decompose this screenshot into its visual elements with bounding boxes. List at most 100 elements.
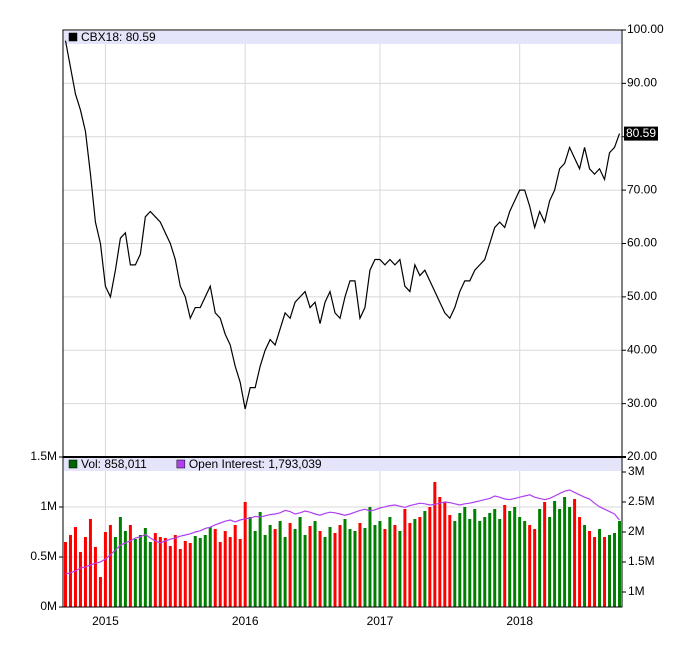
volume-bar <box>128 525 132 607</box>
volume-bar <box>143 528 147 607</box>
volume-bar <box>278 521 282 607</box>
volume-bar <box>533 529 537 607</box>
volume-bar <box>523 521 527 607</box>
volume-bar <box>373 525 377 607</box>
volume-bar <box>608 535 612 607</box>
y-tick-label: 20.00 <box>627 449 657 463</box>
y-tick-label: 90.00 <box>627 76 657 90</box>
volume-bar <box>293 529 297 607</box>
volume-bar <box>203 535 207 607</box>
volume-bar <box>388 517 392 607</box>
y-tick-label: 70.00 <box>627 182 657 196</box>
volume-bar <box>223 531 227 607</box>
volume-bar <box>488 513 492 607</box>
volume-bar <box>73 527 77 607</box>
volume-bar <box>273 529 277 607</box>
volume-bar <box>153 533 157 607</box>
volume-bar <box>98 577 102 607</box>
volume-bar <box>458 513 462 607</box>
volume-bar <box>248 517 252 607</box>
volume-bar <box>513 507 517 607</box>
legend-band <box>64 458 621 471</box>
volume-bar <box>553 501 557 607</box>
volume-bar <box>473 509 477 607</box>
volume-bar <box>173 535 177 607</box>
y-tick-label: 50.00 <box>627 289 657 303</box>
volume-bar <box>563 497 567 607</box>
y-tick-label: 100.00 <box>627 22 664 36</box>
volume-bar <box>103 532 107 607</box>
legend-label: CBX18: 80.59 <box>81 30 156 44</box>
volume-bar <box>263 535 267 607</box>
volume-bar <box>63 542 67 607</box>
volume-bar <box>88 519 92 607</box>
volume-bar <box>483 517 487 607</box>
volume-bar <box>413 519 417 607</box>
volume-bar <box>298 517 302 607</box>
y-tick-label: 0.5M <box>30 549 57 563</box>
volume-bar <box>503 505 507 607</box>
volume-bar <box>108 525 112 607</box>
volume-bar <box>453 521 457 607</box>
legend-swatch <box>68 459 78 469</box>
volume-bar <box>383 529 387 607</box>
legend-label: Open Interest: 1,793,039 <box>189 457 322 471</box>
x-tick-label: 2015 <box>92 614 119 628</box>
volume-bar <box>438 497 442 607</box>
volume-bar <box>303 535 307 607</box>
volume-bar <box>493 509 497 607</box>
volume-bar <box>498 519 502 607</box>
volume-bar <box>123 531 127 607</box>
volume-bar <box>93 547 97 607</box>
y2-tick-label: 2.5M <box>628 494 655 508</box>
y-tick-label: 60.00 <box>627 236 657 250</box>
volume-bar <box>178 549 182 607</box>
y-tick-label: 1M <box>40 499 57 513</box>
volume-bar <box>588 531 592 607</box>
volume-bar <box>268 525 272 607</box>
volume-bar <box>353 531 357 607</box>
volume-bar <box>573 499 577 607</box>
volume-bar <box>318 531 322 607</box>
legend-swatch <box>176 459 186 469</box>
x-tick-label: 2016 <box>232 614 259 628</box>
y-tick-label: 40.00 <box>627 342 657 356</box>
volume-bar <box>593 537 597 607</box>
y2-tick-label: 1.5M <box>628 554 655 568</box>
volume-bar <box>558 509 562 607</box>
volume-bar <box>118 517 122 607</box>
y2-tick-label: 2M <box>628 524 645 538</box>
last-value-label: 80.59 <box>626 126 656 140</box>
volume-bar <box>78 552 82 607</box>
legend-band <box>64 31 621 44</box>
volume-bar <box>288 523 292 607</box>
volume-bar <box>568 507 572 607</box>
volume-bar <box>313 521 317 607</box>
volume-bar <box>618 521 622 607</box>
volume-bar <box>283 537 287 607</box>
volume-bar <box>408 523 412 607</box>
volume-bar <box>198 538 202 607</box>
volume-bar <box>368 507 372 607</box>
volume-bar <box>238 539 242 607</box>
volume-bar <box>603 537 607 607</box>
volume-bar <box>463 507 467 607</box>
volume-bar <box>328 527 332 607</box>
volume-bar <box>148 542 152 607</box>
volume-bar <box>258 512 262 607</box>
volume-bar <box>613 533 617 607</box>
volume-bar <box>358 523 362 607</box>
volume-bar <box>363 528 367 607</box>
volume-bar <box>423 511 427 607</box>
volume-bar <box>578 517 582 607</box>
volume-bar <box>68 535 72 607</box>
volume-bar <box>113 537 117 607</box>
volume-bar <box>433 482 437 607</box>
volume-bar <box>308 526 312 607</box>
volume-bar <box>333 533 337 607</box>
volume-bar <box>218 542 222 607</box>
volume-bar <box>468 519 472 607</box>
volume-bar <box>338 525 342 607</box>
